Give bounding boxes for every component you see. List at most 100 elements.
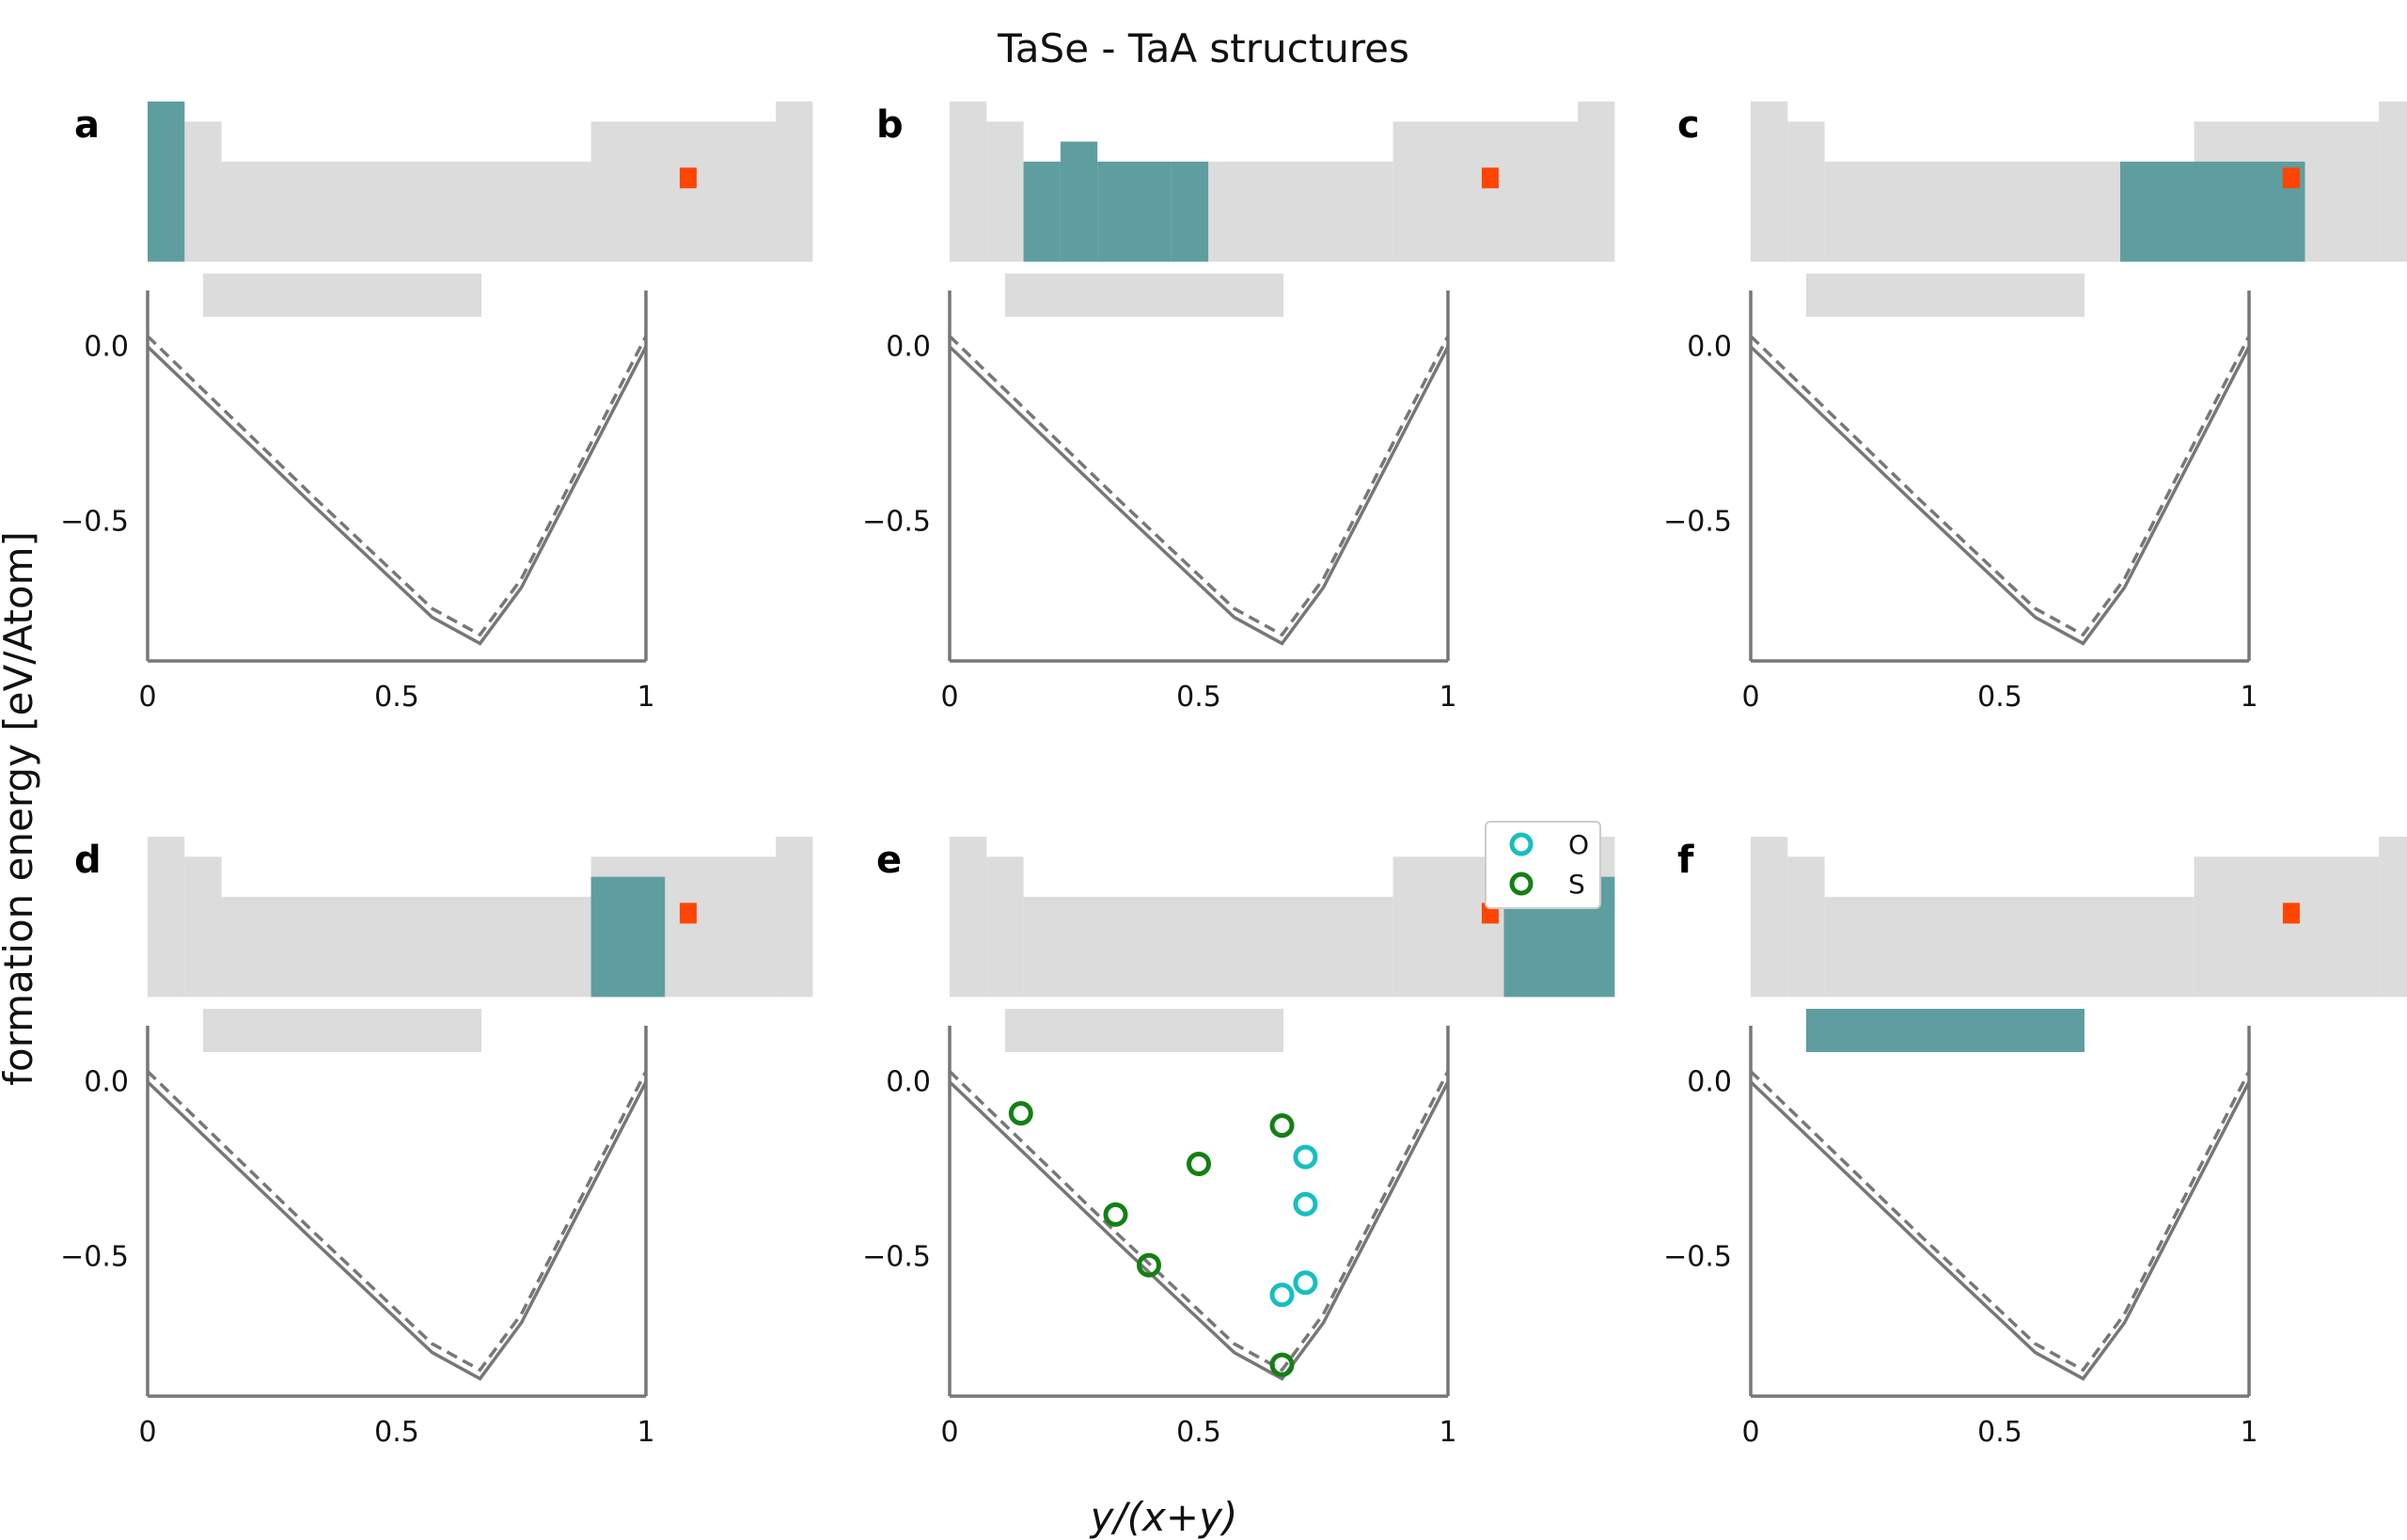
x-tick-label: 0 — [138, 1416, 156, 1449]
legend-marker-o — [1509, 832, 1534, 856]
table-block — [986, 121, 1024, 262]
x-tick-label: 0 — [138, 681, 156, 714]
panel-label: a — [74, 103, 100, 147]
x-tick-label: 0.5 — [374, 681, 419, 714]
table-block — [776, 837, 813, 998]
y-tick-label: −0.5 — [60, 1240, 129, 1273]
table-block — [776, 102, 813, 262]
y-tick-label: −0.5 — [1663, 505, 1732, 538]
highlighted-group — [1171, 161, 1209, 262]
x-tick-label: 1 — [1439, 681, 1456, 714]
y-tick-label: −0.5 — [862, 1240, 931, 1273]
legend: O S — [1485, 821, 1601, 909]
panel-a: a 0 0.5 1 0.0 −0.5 — [60, 102, 813, 714]
panel-b: b 0 0.5 1 0.0 −0.5 — [862, 102, 1615, 714]
data-point-s — [1103, 1202, 1128, 1227]
x-tick-label: 1 — [637, 681, 654, 714]
y-tick-label: 0.0 — [1687, 1066, 1732, 1099]
x-tick-label: 0.5 — [1176, 1416, 1221, 1449]
y-tick-label: 0.0 — [886, 331, 931, 364]
table-block — [1392, 121, 1579, 262]
data-point-s — [1137, 1252, 1161, 1278]
x-tick-label: 0.5 — [1977, 1416, 2022, 1449]
table-block — [1824, 896, 2195, 998]
table-block — [221, 161, 591, 262]
x-axis-label: y/(x+y) — [1089, 1494, 1238, 1540]
f-block — [1806, 274, 2084, 317]
hull-line-solid — [1749, 1080, 2251, 1381]
plot-area: 0 0.5 1 0.0 −0.5 — [60, 291, 655, 714]
y-tick-label: 0.0 — [1687, 331, 1732, 364]
x-tick-label: 0.5 — [1176, 681, 1221, 714]
table-block — [2379, 837, 2407, 998]
selected-element-marker — [2282, 903, 2300, 924]
f-block — [203, 1009, 481, 1052]
table-block — [1787, 856, 1825, 998]
plot-area: 0 0.5 1 0.0 −0.5 — [60, 1026, 655, 1449]
data-point-s — [1269, 1113, 1295, 1139]
panel-label: e — [876, 839, 902, 882]
panel-label: b — [876, 103, 904, 147]
highlighted-group — [148, 102, 185, 262]
panel-label: c — [1677, 103, 1700, 147]
periodic-table — [1751, 102, 2407, 317]
table-block — [950, 837, 987, 998]
selected-element-marker — [679, 903, 697, 924]
highlighted-group — [1060, 141, 1098, 262]
table-block — [2194, 856, 2380, 998]
data-point-o — [1293, 1191, 1318, 1217]
y-axis-label: formation energy [eV/Atom] — [0, 531, 41, 1086]
legend-marker-s — [1509, 872, 1534, 896]
hull-line-dashed — [948, 335, 1450, 637]
hull-line-dashed — [1749, 335, 2251, 637]
panels: a 0 0.5 1 0.0 −0.5 b 0 0.5 1 0.0 −0.5 c 0 0.5 1 0.0 −0.5 d… — [60, 102, 2407, 1449]
panel-label: f — [1677, 839, 1694, 882]
plot-area: 0 0.5 1 0.0 −0.5 — [1663, 291, 2258, 714]
x-tick-label: 0 — [1741, 681, 1759, 714]
periodic-table — [950, 102, 1615, 317]
table-block — [2379, 102, 2407, 262]
x-tick-label: 0.5 — [374, 1416, 419, 1449]
table-block — [950, 102, 987, 262]
hull-line-dashed — [146, 1070, 648, 1373]
table-block — [1578, 102, 1615, 262]
hull-line-dashed — [146, 335, 648, 637]
table-block — [1787, 121, 1825, 262]
legend-label-s: S — [1568, 869, 1585, 900]
plot-area: 0 0.5 1 0.0 −0.5 — [1663, 1026, 2258, 1449]
y-tick-label: −0.5 — [862, 505, 931, 538]
x-tick-label: 0 — [1741, 1416, 1759, 1449]
x-tick-label: 0 — [940, 1416, 958, 1449]
f-block — [1005, 1009, 1283, 1052]
highlighted-group — [590, 876, 666, 998]
hull-line-solid — [1749, 345, 2251, 646]
panel-c: c 0 0.5 1 0.0 −0.5 — [1663, 102, 2407, 714]
hull-line-dashed — [948, 1070, 1450, 1373]
periodic-table — [148, 102, 813, 317]
f-block — [1806, 1009, 2084, 1052]
table-block — [986, 856, 1024, 998]
y-tick-label: 0.0 — [84, 331, 129, 364]
x-tick-label: 1 — [637, 1416, 654, 1449]
x-tick-label: 0.5 — [1977, 681, 2022, 714]
y-tick-label: −0.5 — [1663, 1240, 1732, 1273]
table-block — [1751, 102, 1788, 262]
table-block — [184, 121, 222, 262]
y-tick-label: 0.0 — [84, 1066, 129, 1099]
x-tick-label: 1 — [2240, 681, 2258, 714]
x-tick-label: 1 — [2240, 1416, 2258, 1449]
periodic-table — [1751, 837, 2407, 1052]
highlighted-group — [1023, 161, 1061, 262]
periodic-table — [950, 837, 1615, 1052]
data-point-s — [1008, 1101, 1033, 1126]
selected-element-marker — [2282, 167, 2300, 189]
panel-label: d — [74, 839, 102, 882]
table-block — [590, 121, 777, 262]
panel-f: f 0 0.5 1 0.0 −0.5 — [1663, 837, 2407, 1449]
f-block — [203, 274, 481, 317]
f-block — [1005, 274, 1283, 317]
highlighted-group — [2120, 161, 2305, 262]
x-tick-label: 1 — [1439, 1416, 1456, 1449]
table-block — [221, 896, 591, 998]
